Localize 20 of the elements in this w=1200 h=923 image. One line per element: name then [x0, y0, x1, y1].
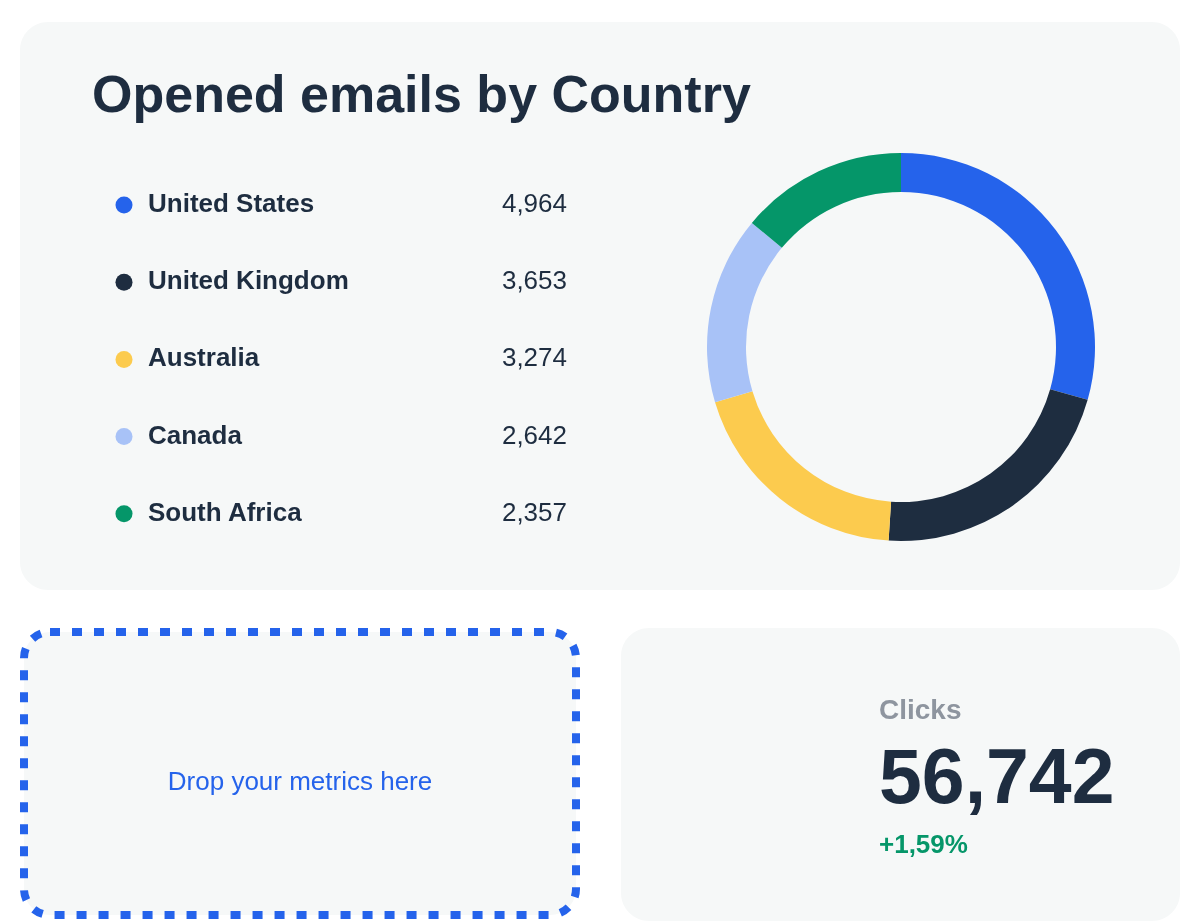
donut-slice	[751, 153, 901, 248]
legend-label: South Africa	[148, 496, 303, 527]
donut-slice	[901, 153, 1095, 400]
donut-slice	[707, 222, 782, 403]
donut-slice	[715, 391, 892, 541]
text: Drop your metrics here	[167, 766, 433, 796]
text: 56,742	[879, 733, 1115, 819]
legend-label: United Kingdom	[148, 265, 349, 296]
data-label: 3,274	[501, 342, 567, 373]
legend-label: Australia	[148, 342, 260, 373]
text: Clicks	[879, 694, 962, 725]
data-label: 3,653	[501, 265, 567, 296]
data-label: 4,964	[501, 188, 567, 218]
legend-label: United States	[148, 188, 315, 218]
text: +1,59%	[879, 829, 968, 859]
chart-title: Opened emails by Country	[92, 65, 751, 123]
data-label: 2,357	[501, 496, 567, 527]
legend-label: Canada	[148, 419, 243, 450]
donut-slice	[888, 389, 1088, 541]
data-label: 2,642	[501, 419, 567, 450]
